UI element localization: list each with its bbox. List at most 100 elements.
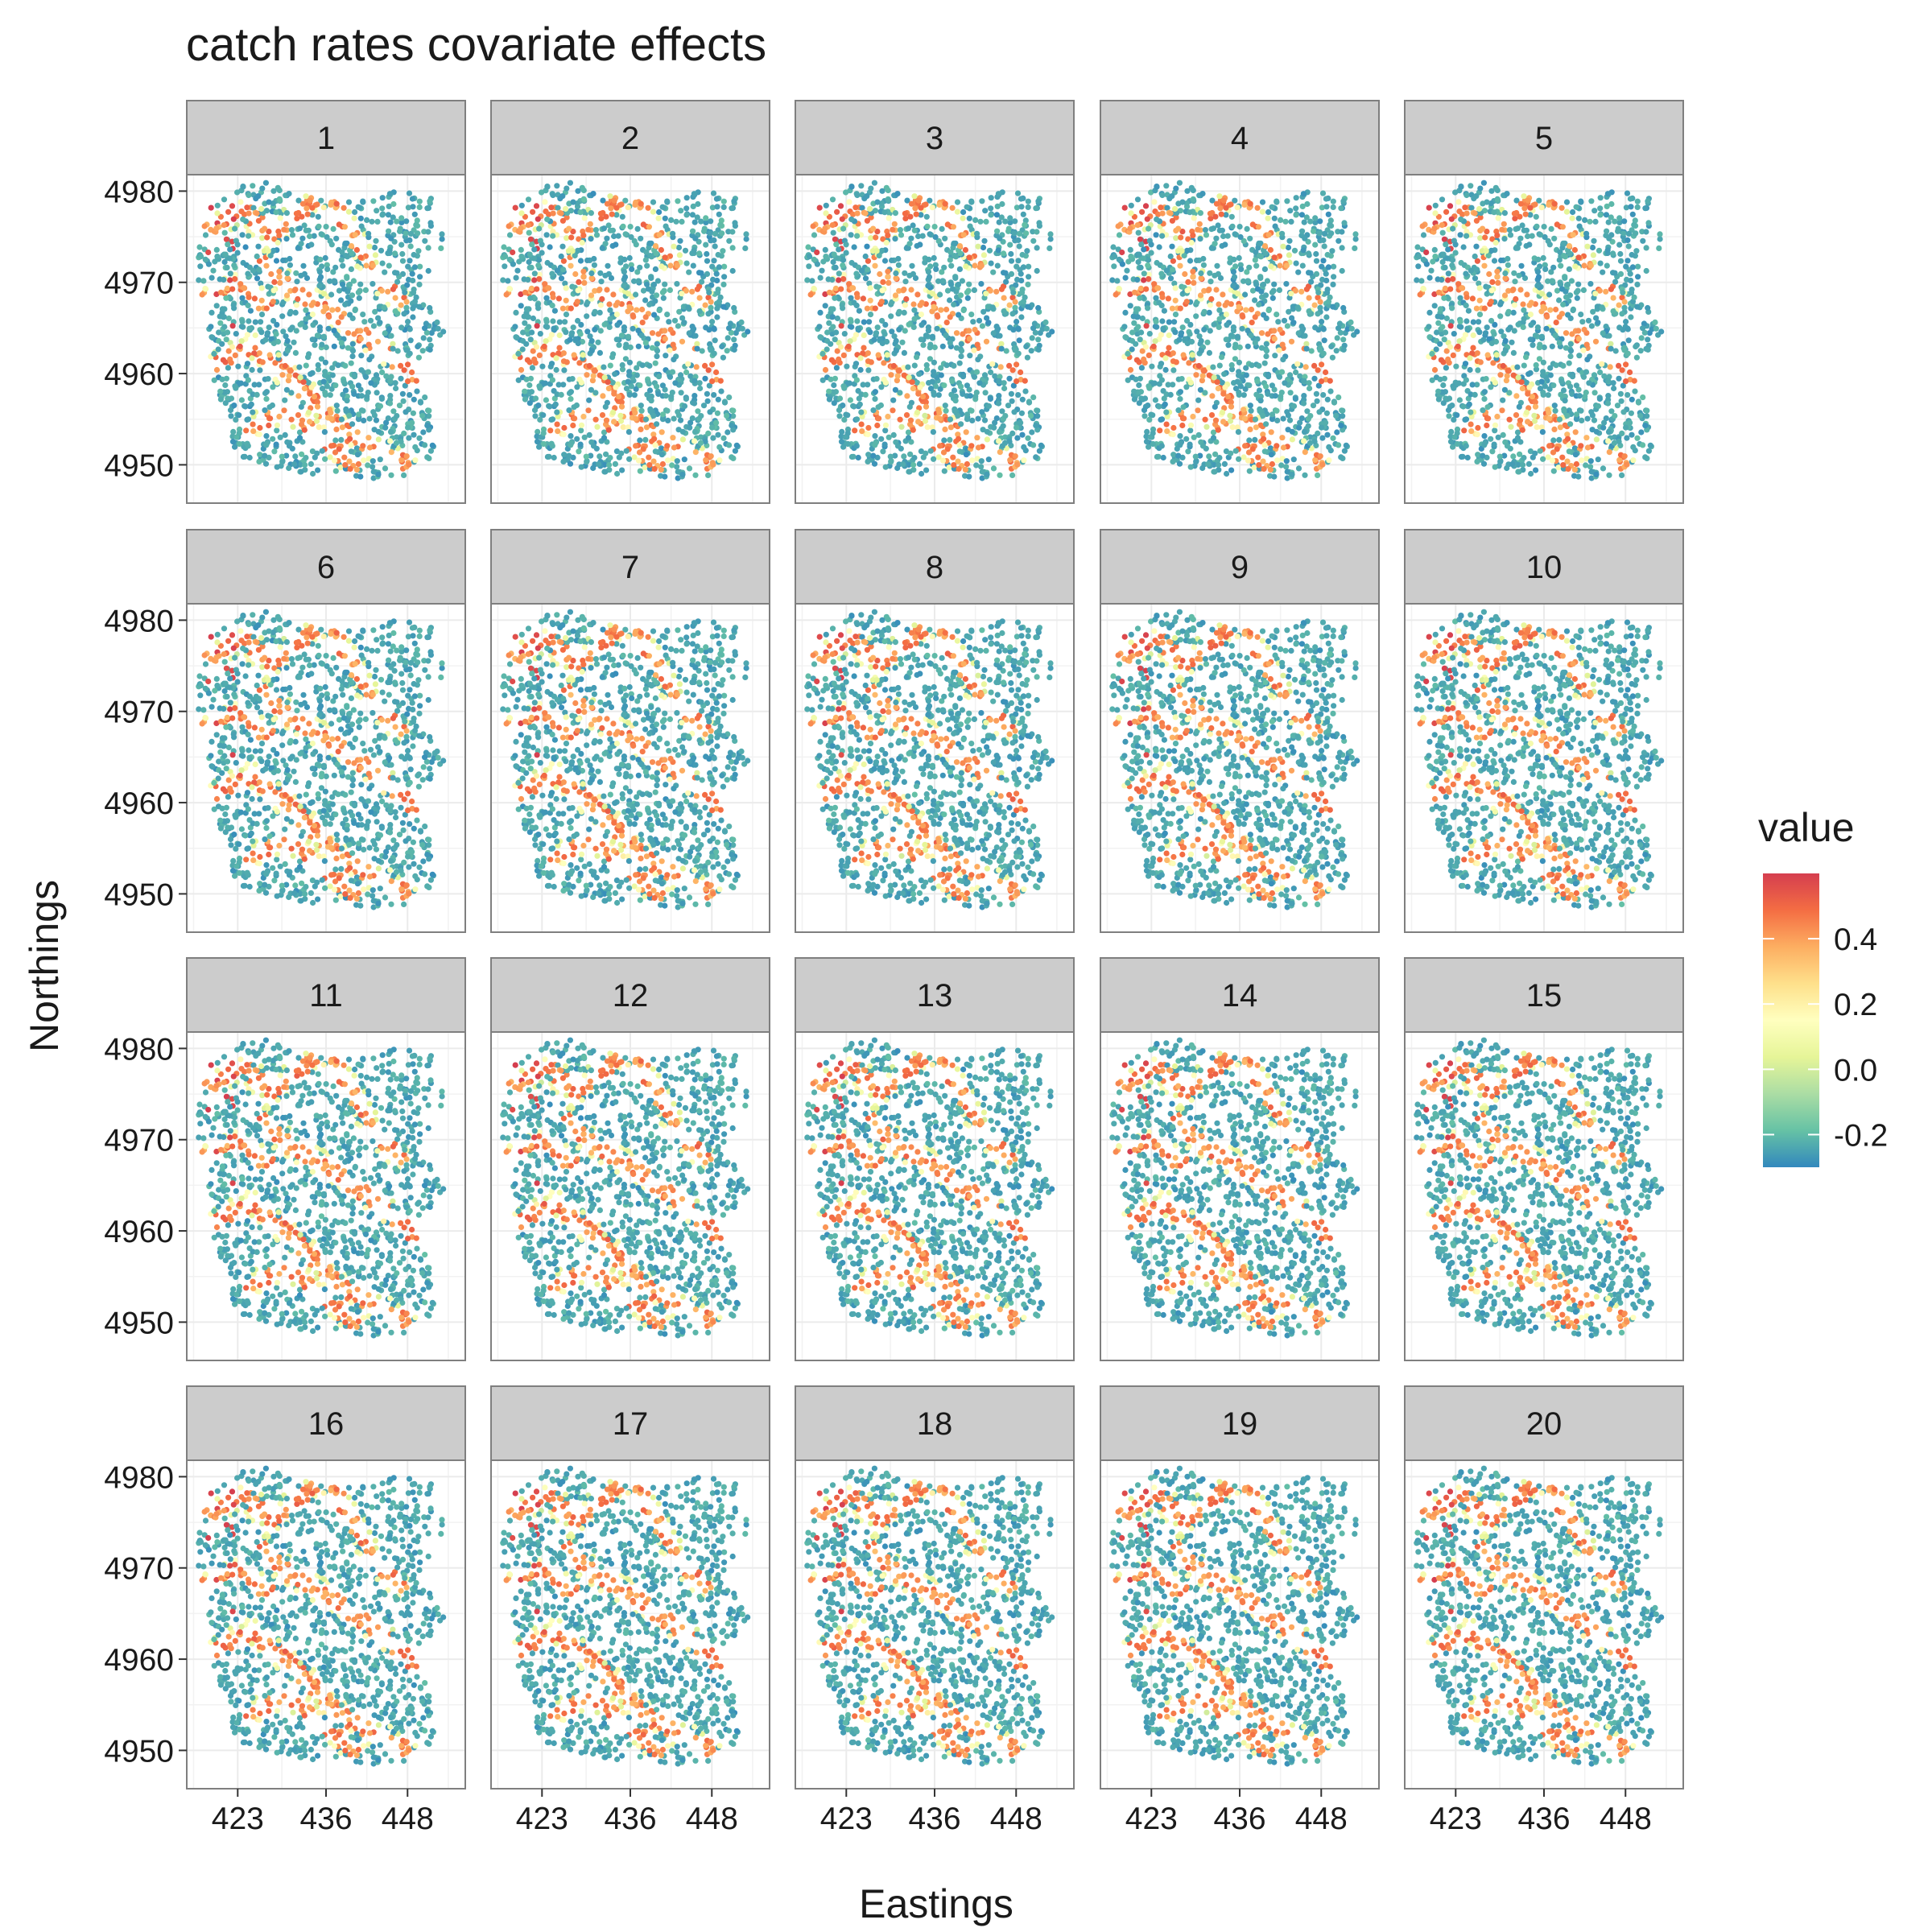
data-point xyxy=(684,195,690,200)
data-point xyxy=(632,392,638,398)
data-point xyxy=(279,372,285,378)
data-point xyxy=(977,219,983,225)
data-point xyxy=(886,274,891,279)
data-point xyxy=(1158,361,1164,366)
data-point xyxy=(697,380,703,386)
data-point xyxy=(568,461,573,467)
data-point xyxy=(598,328,604,333)
data-point xyxy=(1323,196,1329,201)
data-point xyxy=(412,264,418,270)
data-point xyxy=(975,342,980,348)
data-point xyxy=(980,309,986,315)
data-point xyxy=(1158,204,1163,210)
data-point xyxy=(1248,402,1253,408)
data-point xyxy=(691,263,696,269)
data-point xyxy=(983,291,989,296)
data-point xyxy=(528,336,534,342)
data-point xyxy=(620,224,625,229)
data-point xyxy=(923,201,928,207)
data-point xyxy=(530,209,535,215)
data-point xyxy=(334,201,340,207)
data-point xyxy=(1163,183,1169,188)
data-point xyxy=(633,291,638,297)
data-point xyxy=(1141,246,1146,252)
data-point xyxy=(514,268,520,274)
data-point xyxy=(518,225,523,231)
data-point xyxy=(1222,385,1228,390)
data-point xyxy=(873,330,879,336)
data-point xyxy=(374,291,380,296)
data-point xyxy=(692,429,698,435)
data-point xyxy=(883,423,889,428)
data-point xyxy=(196,244,202,250)
data-point xyxy=(844,242,849,247)
data-point xyxy=(279,313,285,319)
data-point xyxy=(257,431,262,437)
data-point xyxy=(281,227,287,233)
data-point xyxy=(1302,449,1308,455)
data-point xyxy=(1319,264,1324,270)
data-point xyxy=(311,299,316,305)
data-point xyxy=(828,306,834,312)
data-point xyxy=(524,306,530,312)
data-point xyxy=(516,378,522,383)
data-point xyxy=(972,287,977,293)
data-point xyxy=(298,273,303,279)
data-point xyxy=(1009,431,1015,436)
data-point xyxy=(720,282,726,287)
data-point xyxy=(1217,316,1223,322)
data-point xyxy=(976,380,982,386)
data-point xyxy=(671,244,676,250)
data-point xyxy=(848,397,853,402)
data-point xyxy=(213,225,219,231)
data-point xyxy=(1256,363,1261,369)
data-point xyxy=(1220,291,1225,297)
data-point xyxy=(602,322,608,328)
data-point xyxy=(605,201,610,207)
data-point xyxy=(972,262,977,268)
data-point xyxy=(833,329,839,335)
data-point xyxy=(271,287,277,293)
data-point xyxy=(336,221,342,227)
data-point xyxy=(722,400,728,406)
data-point xyxy=(664,199,670,204)
data-point xyxy=(520,329,526,335)
data-point xyxy=(1259,330,1265,336)
data-point xyxy=(1342,448,1348,454)
data-point xyxy=(969,418,975,423)
data-point xyxy=(873,440,879,445)
data-point xyxy=(1034,408,1040,414)
data-point xyxy=(510,262,516,267)
data-point xyxy=(855,326,861,332)
data-point xyxy=(1136,230,1141,236)
data-point xyxy=(293,310,299,316)
data-point xyxy=(352,209,357,215)
data-point xyxy=(827,290,832,295)
data-point xyxy=(339,416,345,422)
data-point xyxy=(537,417,543,423)
data-point xyxy=(258,329,264,335)
data-point xyxy=(704,251,709,257)
data-point xyxy=(926,324,931,330)
data-point xyxy=(1007,457,1013,463)
data-point xyxy=(525,277,530,283)
data-point xyxy=(513,205,518,211)
data-point xyxy=(807,254,812,259)
data-point xyxy=(683,212,689,217)
data-point xyxy=(721,204,727,210)
data-point xyxy=(1216,427,1221,433)
data-point xyxy=(235,250,241,256)
data-point xyxy=(530,365,535,370)
data-point xyxy=(332,449,338,455)
data-point xyxy=(872,396,877,402)
data-point xyxy=(1255,205,1261,211)
data-point xyxy=(658,263,664,269)
data-point xyxy=(705,431,711,436)
data-point xyxy=(328,202,333,208)
data-point xyxy=(972,374,977,380)
data-point xyxy=(339,257,345,262)
data-point xyxy=(224,336,229,342)
data-point xyxy=(605,379,611,385)
data-point xyxy=(706,367,712,373)
data-point xyxy=(1170,425,1176,431)
